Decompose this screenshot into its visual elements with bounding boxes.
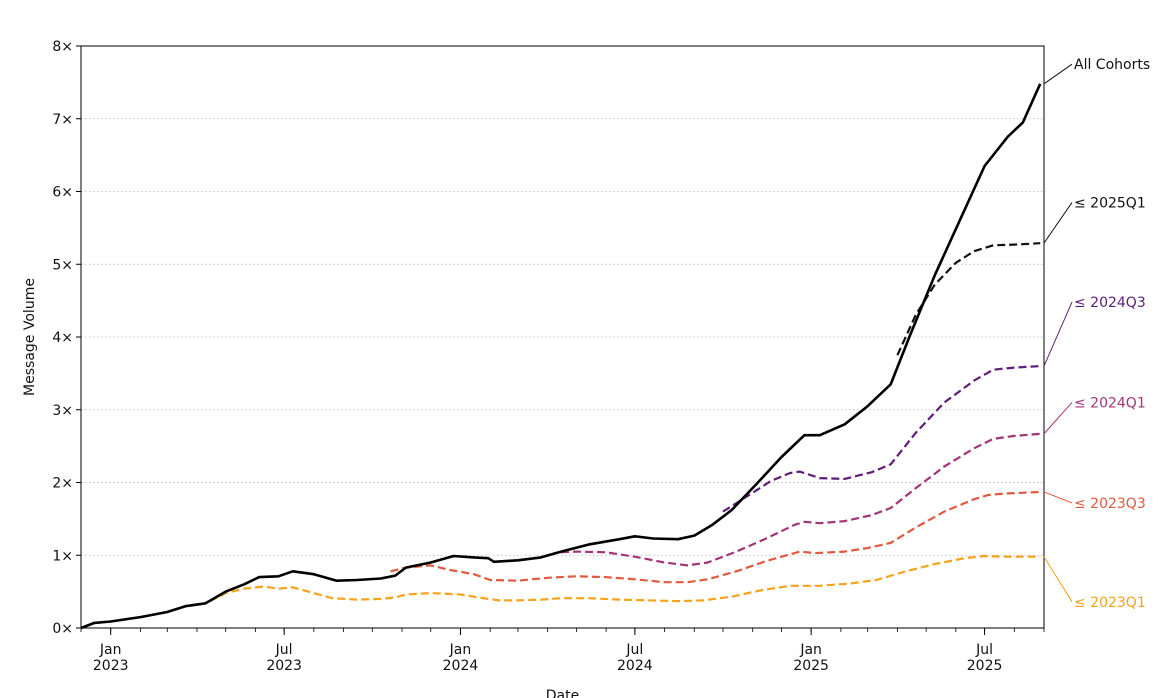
series-labels: All Cohorts ≤ 2025Q1 ≤ 2024Q3 ≤ 2024Q1 ≤ 202… xyxy=(1043,57,1150,611)
series-label: ≤ 2024Q3 xyxy=(1074,295,1146,311)
series-label: ≤ 2024Q1 xyxy=(1074,395,1146,411)
y-tick-label: 6× xyxy=(52,185,73,201)
y-axis: 0× 1× 2× 3× 4× 5× 6× 7× 8× xyxy=(52,39,81,637)
series-line xyxy=(561,432,1041,567)
x-tick-label-year: 2023 xyxy=(93,658,129,674)
series-label-leader xyxy=(1043,556,1073,603)
series-label: ≤ 2025Q1 xyxy=(1074,195,1146,211)
y-axis-label: Message Volume xyxy=(22,278,38,396)
y-tick-label: 8× xyxy=(52,39,73,55)
series-label-leader xyxy=(1043,63,1073,85)
x-tick-label: Jul xyxy=(625,642,643,658)
y-tick-label: 3× xyxy=(52,403,73,419)
series-lines xyxy=(80,83,1042,630)
x-tick-label-year: 2023 xyxy=(266,658,302,674)
x-tick-label: Jul xyxy=(275,642,293,658)
series-line xyxy=(80,83,1042,630)
series-line xyxy=(390,490,1041,584)
x-axis-label: Date xyxy=(546,688,579,698)
gridlines xyxy=(81,118,1044,556)
x-tick-label: Jan xyxy=(799,642,822,658)
x-tick-label-year: 2024 xyxy=(443,658,479,674)
x-tick-label-year: 2025 xyxy=(967,658,1003,674)
y-tick-label: 0× xyxy=(52,621,73,637)
series-label-leader xyxy=(1043,491,1073,504)
y-tick-label: 5× xyxy=(52,257,73,273)
x-tick-label: Jan xyxy=(99,642,122,658)
series-label: ≤ 2023Q1 xyxy=(1074,595,1146,611)
y-tick-label: 2× xyxy=(52,476,73,492)
y-tick-label: 4× xyxy=(52,330,73,346)
series-label-leader xyxy=(1043,301,1073,367)
series-line xyxy=(722,365,1041,513)
y-tick-label: 1× xyxy=(52,548,73,564)
series-label: All Cohorts xyxy=(1074,57,1150,73)
y-tick-label: 7× xyxy=(52,112,73,128)
x-tick-label: Jan xyxy=(449,642,472,658)
series-label: ≤ 2023Q3 xyxy=(1074,496,1146,512)
x-tick-label: Jul xyxy=(975,642,993,658)
series-label-leader xyxy=(1043,402,1073,435)
x-tick-label-year: 2025 xyxy=(793,658,829,674)
series-line xyxy=(896,242,1041,356)
x-axis: Jan2023Jul2023Jan2024Jul2024Jan2025Jul20… xyxy=(80,628,1045,674)
x-tick-label-year: 2024 xyxy=(617,658,653,674)
series-label-leader xyxy=(1043,202,1073,244)
